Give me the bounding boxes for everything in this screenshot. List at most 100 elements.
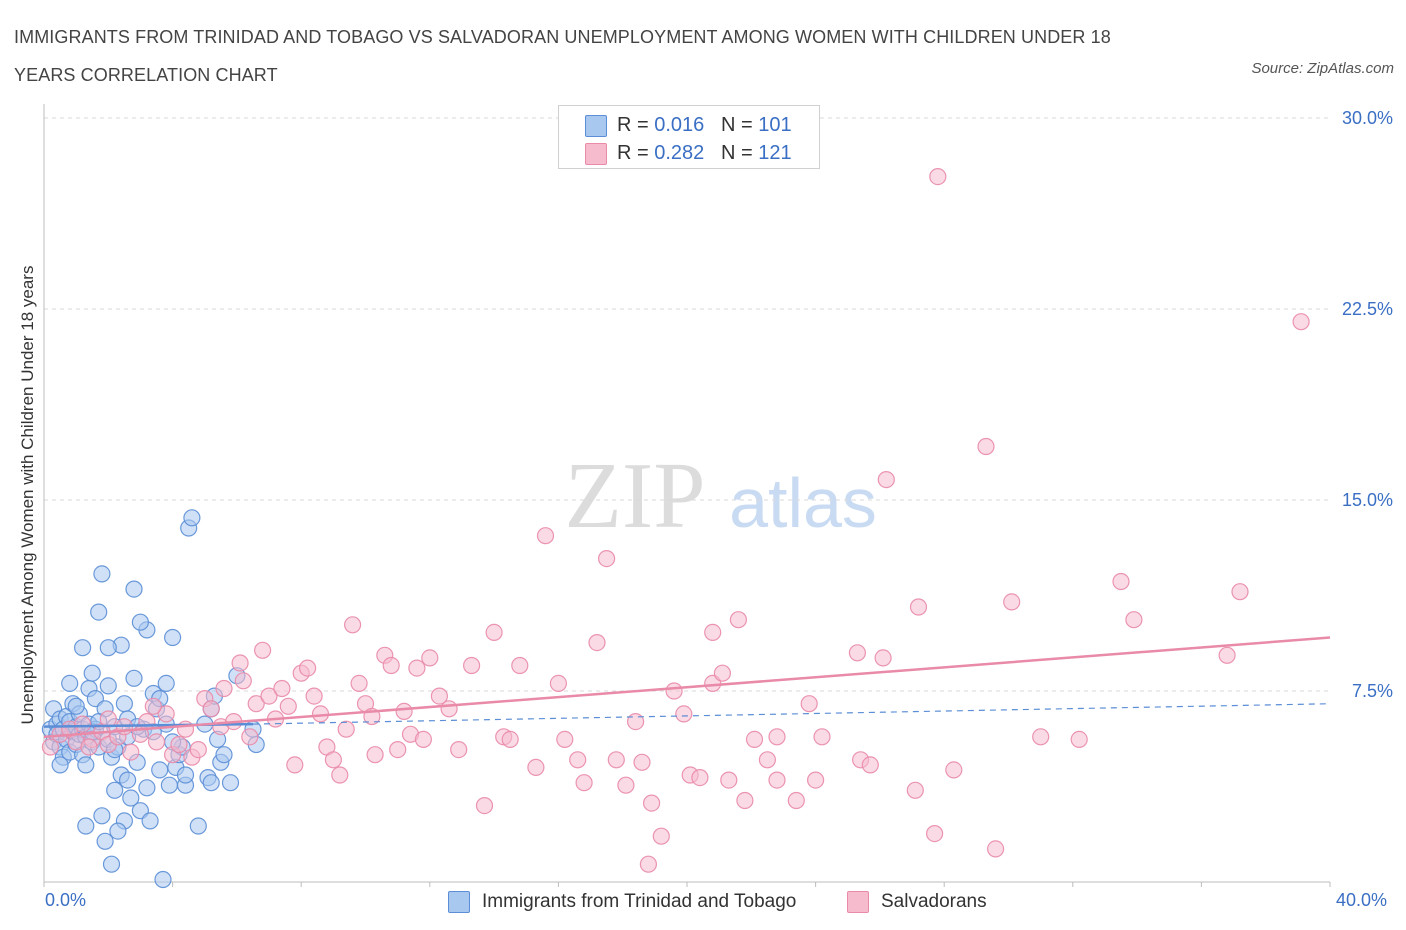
data-point-trinidad xyxy=(183,509,201,527)
data-point-trinidad xyxy=(67,697,85,715)
data-point-salvadoran xyxy=(157,705,175,723)
data-point-salvadoran xyxy=(597,549,616,568)
data-point-salvadoran xyxy=(144,697,162,715)
data-point-salvadoran xyxy=(389,740,407,759)
data-point-salvadoran xyxy=(1292,313,1310,331)
watermark-atlas: atlas xyxy=(729,464,877,542)
data-point-salvadoran xyxy=(202,700,220,718)
data-point-salvadoran xyxy=(906,781,924,799)
data-point-salvadoran xyxy=(536,527,555,545)
data-point-salvadoran xyxy=(286,756,304,774)
data-point-trinidad xyxy=(106,781,124,799)
data-point-trinidad xyxy=(99,639,117,657)
data-point-salvadoran xyxy=(736,791,754,810)
data-point-trinidad xyxy=(77,756,95,774)
y-tick-label: 7.5% xyxy=(1352,681,1393,701)
data-point-salvadoran xyxy=(704,623,722,642)
legend-swatch-salvadoran xyxy=(585,143,607,165)
legend-swatch-trinidad-bottom xyxy=(448,891,470,913)
data-point-trinidad xyxy=(189,817,207,835)
data-point-salvadoran xyxy=(556,730,574,749)
data-point-trinidad xyxy=(93,807,111,825)
data-point-trinidad xyxy=(93,565,111,583)
data-point-salvadoran xyxy=(366,746,384,764)
data-point-trinidad xyxy=(176,766,195,784)
data-point-salvadoran xyxy=(626,712,645,731)
data-point-salvadoran xyxy=(813,728,831,746)
data-point-salvadoran xyxy=(450,740,468,759)
data-point-trinidad xyxy=(151,761,169,779)
data-point-salvadoran xyxy=(665,682,683,700)
data-point-trinidad xyxy=(154,870,172,889)
data-point-trinidad xyxy=(115,695,134,713)
data-point-salvadoran xyxy=(421,649,439,667)
data-point-salvadoran xyxy=(617,776,635,794)
data-point-salvadoran xyxy=(691,768,709,787)
data-point-trinidad xyxy=(122,789,140,807)
data-point-salvadoran xyxy=(575,774,593,792)
source-label: Source: ZipAtlas.com xyxy=(1251,60,1394,77)
data-point-trinidad xyxy=(202,774,220,792)
data-point-salvadoran xyxy=(527,758,545,777)
data-point-trinidad xyxy=(131,613,149,631)
data-point-salvadoran xyxy=(569,751,587,769)
data-point-salvadoran xyxy=(279,697,297,715)
data-point-salvadoran xyxy=(861,756,879,774)
data-point-salvadoran xyxy=(501,730,519,749)
data-point-trinidad xyxy=(61,674,79,693)
data-point-salvadoran xyxy=(176,720,195,738)
data-point-salvadoran xyxy=(768,771,786,789)
data-point-trinidad xyxy=(96,832,114,850)
data-point-salvadoran xyxy=(877,471,895,489)
data-point-salvadoran xyxy=(511,656,529,675)
chart-title: IMMIGRANTS FROM TRINIDAD AND TOBAGO VS S… xyxy=(14,27,1111,85)
data-point-salvadoran xyxy=(787,791,805,810)
data-point-salvadoran xyxy=(122,743,140,761)
data-point-salvadoran xyxy=(588,633,606,652)
data-point-salvadoran xyxy=(430,687,448,705)
data-point-salvadoran xyxy=(1231,583,1249,601)
y-tick-label: 22.5% xyxy=(1342,299,1393,319)
data-point-salvadoran xyxy=(395,702,413,721)
data-point-salvadoran xyxy=(241,728,259,746)
data-point-salvadoran xyxy=(675,705,693,723)
data-point-salvadoran xyxy=(247,695,265,713)
data-point-salvadoran xyxy=(80,738,98,756)
data-point-salvadoran xyxy=(254,641,272,659)
data-point-salvadoran xyxy=(331,766,349,784)
trend-lines xyxy=(43,636,1331,739)
data-point-salvadoran xyxy=(215,679,233,698)
data-point-salvadoran xyxy=(350,674,368,693)
data-point-trinidad xyxy=(51,756,69,774)
data-point-trinidad xyxy=(90,603,108,621)
data-point-salvadoran xyxy=(305,687,323,705)
data-point-salvadoran xyxy=(440,700,458,718)
data-point-salvadoran xyxy=(414,730,432,749)
series-legend: Immigrants from Trinidad and Tobago Salv… xyxy=(0,888,1406,918)
data-point-salvadoran xyxy=(874,649,892,667)
data-point-trinidad xyxy=(141,812,159,830)
data-point-salvadoran xyxy=(234,672,252,690)
data-point-salvadoran xyxy=(642,794,661,812)
data-point-salvadoran xyxy=(745,730,764,749)
data-point-salvadoran xyxy=(1032,728,1050,746)
data-point-salvadoran xyxy=(652,827,670,845)
data-point-salvadoran xyxy=(344,616,362,634)
data-point-salvadoran xyxy=(1112,572,1130,591)
data-point-salvadoran xyxy=(977,437,995,456)
data-point-trinidad xyxy=(164,628,182,647)
correlation-legend: R = 0.016 N = 101 R = 0.282 N = 121 xyxy=(558,105,820,169)
data-point-trinidad xyxy=(138,779,156,797)
x-tick-label-min: 0.0% xyxy=(45,890,87,910)
data-point-trinidad xyxy=(118,771,137,789)
data-point-salvadoran xyxy=(170,735,188,754)
data-point-salvadoran xyxy=(633,753,651,771)
data-point-trinidad xyxy=(73,639,92,657)
data-point-salvadoran xyxy=(713,664,732,682)
data-point-trinidad xyxy=(99,677,117,695)
data-point-salvadoran xyxy=(1125,611,1143,629)
data-point-trinidad xyxy=(160,776,178,794)
data-point-salvadoran xyxy=(260,687,278,705)
y-axis-label: Unemployment Among Women with Children U… xyxy=(18,265,37,725)
